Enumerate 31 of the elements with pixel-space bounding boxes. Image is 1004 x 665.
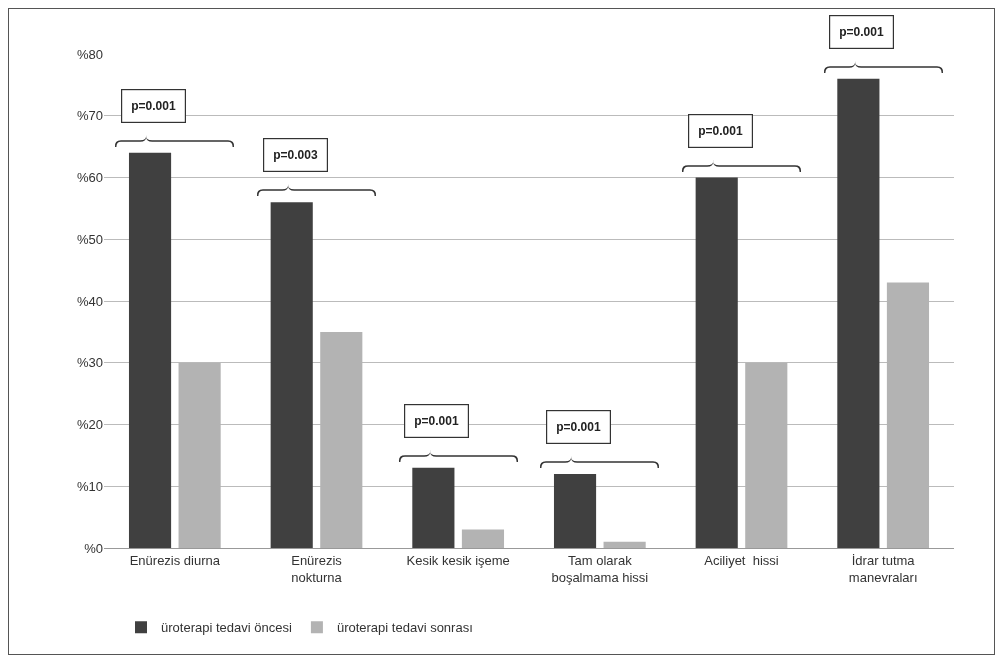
bar — [603, 541, 646, 548]
bar — [412, 467, 455, 548]
x-tick-label: Kesik kesik işeme — [406, 552, 510, 568]
y-tick-label: %30 — [76, 355, 103, 371]
y-tick-label: %50 — [76, 231, 103, 247]
bar — [270, 202, 313, 548]
y-tick-label: %40 — [76, 293, 103, 309]
y-tick-label: %10 — [76, 478, 103, 494]
x-tick-label: İdrar tutma manevraları — [848, 552, 918, 585]
legend-label: üroterapi tedavi sonrası — [336, 620, 473, 636]
x-tick-label: Enürezis nokturna — [291, 552, 343, 585]
annotation: p=0.003 — [273, 148, 318, 163]
x-tick-label: Enürezis diurna — [129, 552, 221, 568]
y-tick-label: %60 — [76, 170, 103, 186]
bar — [128, 152, 172, 548]
bar — [553, 473, 597, 548]
y-tick-label: %80 — [76, 46, 103, 62]
annotation: p=0.001 — [131, 99, 176, 114]
x-tick-label: Tam olarak boşalmama hissi — [551, 552, 649, 585]
y-tick-label: %0 — [84, 540, 103, 556]
legend-label: üroterapi tedavi öncesi — [161, 620, 292, 636]
bar — [837, 78, 880, 548]
x-tick-label: Aciliyet hissi — [704, 552, 779, 568]
annotation: p=0.001 — [556, 420, 601, 435]
y-tick-label: %20 — [76, 417, 103, 433]
bar — [461, 529, 505, 548]
annotation: p=0.001 — [414, 414, 459, 429]
annotation: p=0.001 — [698, 124, 743, 139]
text: p=0.001 — [839, 25, 884, 40]
y-tick-label: %70 — [76, 108, 103, 124]
bar — [695, 177, 738, 548]
